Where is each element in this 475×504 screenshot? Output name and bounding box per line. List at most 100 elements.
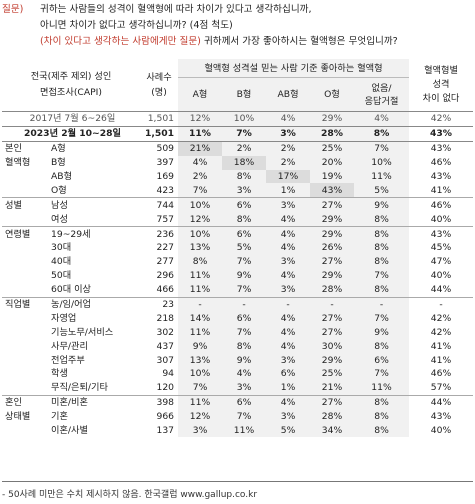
row-value-a: 12% (178, 111, 223, 127)
row-category: O형 (51, 184, 67, 196)
row-group-label (2, 424, 48, 438)
row-value-o: 34% (310, 423, 355, 438)
row-value-ab: - (266, 296, 311, 312)
table-header: 전국(제주 제외) 성인 면접조사(CAPI) 사례수 (명) 혈액형 성격설 믿… (2, 59, 474, 112)
header-cases: 사례수 (명) (140, 59, 179, 112)
table-row: AB형 169 2% 8% 17% 19% 11% 43% (2, 169, 473, 184)
row-value-none: 8% (354, 339, 410, 354)
row-value-o: 26% (310, 241, 355, 255)
row-cases: 94 (162, 368, 175, 380)
row-category: 2017년 7월 6~26일 (29, 113, 116, 125)
row-group-label: 본인 (2, 140, 48, 156)
row-value-o: 30% (310, 339, 355, 354)
row-value-b: 4% (222, 367, 267, 381)
row-category: 농/임/어업 (48, 296, 141, 312)
row-value-b: 9% (222, 353, 267, 368)
row-group-label (2, 255, 48, 269)
row-group-label (2, 367, 48, 381)
row-value-a: 14% (178, 311, 223, 326)
row-value-ab: 4% (266, 394, 311, 410)
row-category: 무직/은퇴/기타 (51, 382, 108, 394)
row-value-ab: 4% (266, 325, 311, 340)
table-row: 성별 남성 744 10% 6% 3% 27% 9% 46% (2, 197, 474, 213)
row-value-none: 8% (354, 409, 410, 424)
row-cases: 227 (156, 242, 175, 254)
row-value-ab: 17% (266, 169, 311, 184)
question-line-1: 귀하는 사람들의 성격이 혈액형에 따라 차이가 있다고 생각하십니까, (40, 4, 312, 15)
header-col-ab: AB형 (266, 77, 311, 112)
header-col-a: A형 (178, 77, 223, 112)
row-value-ab: 5% (266, 423, 311, 438)
row-value-a: 10% (178, 367, 223, 381)
row-value-no-difference: 57% (430, 382, 452, 394)
row-value-no-difference: 42% (430, 326, 452, 338)
row-group-label (2, 381, 48, 395)
table-row: 기능노무/서비스 302 11% 7% 4% 27% 9% 42% (2, 325, 473, 340)
table-row: 무직/은퇴/기타 120 7% 3% 1% 21% 11% 57% (2, 380, 473, 396)
row-cases: 307 (156, 354, 175, 366)
header-col-b: B형 (222, 77, 267, 112)
row-value-none: 9% (354, 325, 410, 340)
row-value-o: 25% (310, 140, 355, 156)
table-row: 연령별 19~29세 236 10% 6% 4% 29% 8% 43% (2, 226, 474, 242)
row-cases: 302 (156, 326, 175, 338)
row-value-none: - (354, 296, 410, 312)
row-category: 2023년 2월 10~28일 (2, 125, 141, 142)
row-group-label (2, 339, 48, 353)
row-value-none: 7% (354, 268, 410, 283)
question-line-2: 아니면 차이가 없다고 생각하십니까? (4점 척도) (40, 20, 233, 31)
row-group-label (2, 183, 48, 197)
table-row: 여성 757 12% 8% 4% 29% 8% 40% (2, 212, 473, 227)
row-value-a: 3% (178, 423, 223, 438)
row-value-a: 9% (178, 339, 223, 354)
table-row: 사무/관리 437 9% 8% 4% 30% 8% 41% (2, 339, 473, 354)
row-cases: 966 (156, 411, 175, 423)
row-group-label (2, 283, 48, 297)
row-value-b: 6% (222, 197, 267, 213)
header-sample: 전국(제주 제외) 성인 면접조사(CAPI) (2, 59, 141, 112)
row-cases: 296 (156, 270, 175, 282)
row-value-b: 6% (222, 226, 267, 242)
question-line-3: 귀하께서 가장 좋아하시는 혈액형은 무엇입니까? (200, 36, 398, 47)
header-group-title: 혈액형 성격설 믿는 사람 기준 좋아하는 혈액형 (178, 59, 410, 78)
row-value-no-difference: 44% (430, 284, 452, 296)
row-value-no-difference: 46% (430, 368, 452, 380)
row-value-b: 3% (222, 183, 267, 198)
row-value-b: 3% (222, 380, 267, 396)
row-cases: 466 (156, 284, 175, 296)
table-row: 2023년 2월 10~28일 1,501 11% 7% 3% 28% 8% 43% (2, 125, 474, 142)
row-value-no-difference: 41% (430, 354, 452, 366)
row-cases: 169 (156, 171, 175, 182)
row-value-none: 10% (354, 155, 410, 170)
row-value-a: 11% (178, 268, 223, 283)
row-value-o: 28% (310, 282, 355, 298)
row-value-ab: 4% (266, 241, 311, 255)
row-value-o: 29% (310, 268, 355, 283)
table-row: 50대 296 11% 9% 4% 29% 7% 40% (2, 268, 473, 283)
row-cases: 397 (156, 157, 175, 169)
row-value-no-difference: 47% (430, 256, 452, 268)
row-value-b: 9% (222, 268, 267, 283)
row-category: 19~29세 (48, 226, 141, 242)
row-value-ab: 4% (266, 226, 311, 242)
table-row: 혈액형 B형 397 4% 18% 2% 20% 10% 46% (2, 155, 473, 170)
row-value-ab: 3% (266, 409, 311, 424)
row-cases: 398 (140, 394, 179, 410)
row-category: 50대 (51, 270, 72, 282)
row-value-none: 8% (354, 226, 410, 242)
row-value-none: 4% (354, 111, 410, 127)
row-value-no-difference: 42% (430, 113, 452, 125)
row-value-a: 13% (178, 241, 223, 255)
header-no-difference: 혈액형별 성격 차이 없다 (409, 59, 474, 112)
row-value-a: 2% (178, 169, 223, 184)
table-row: 직업별 농/임/어업 23- - - - - - (2, 296, 474, 312)
table-body: 2017년 7월 6~26일 1,501 12% 10% 4% 29% 4% 42% 2023년… (2, 111, 474, 438)
row-category: 학생 (51, 368, 68, 380)
row-value-no-difference: 44% (409, 394, 474, 410)
row-category: 30대 (51, 242, 72, 254)
row-cases: 277 (156, 256, 175, 268)
row-value-no-difference: 46% (430, 157, 452, 169)
row-value-b: 7% (222, 254, 267, 269)
question-condition: (차이 있다고 생각하는 사람에게만 질문) (40, 36, 201, 47)
row-value-o: 29% (310, 226, 355, 242)
